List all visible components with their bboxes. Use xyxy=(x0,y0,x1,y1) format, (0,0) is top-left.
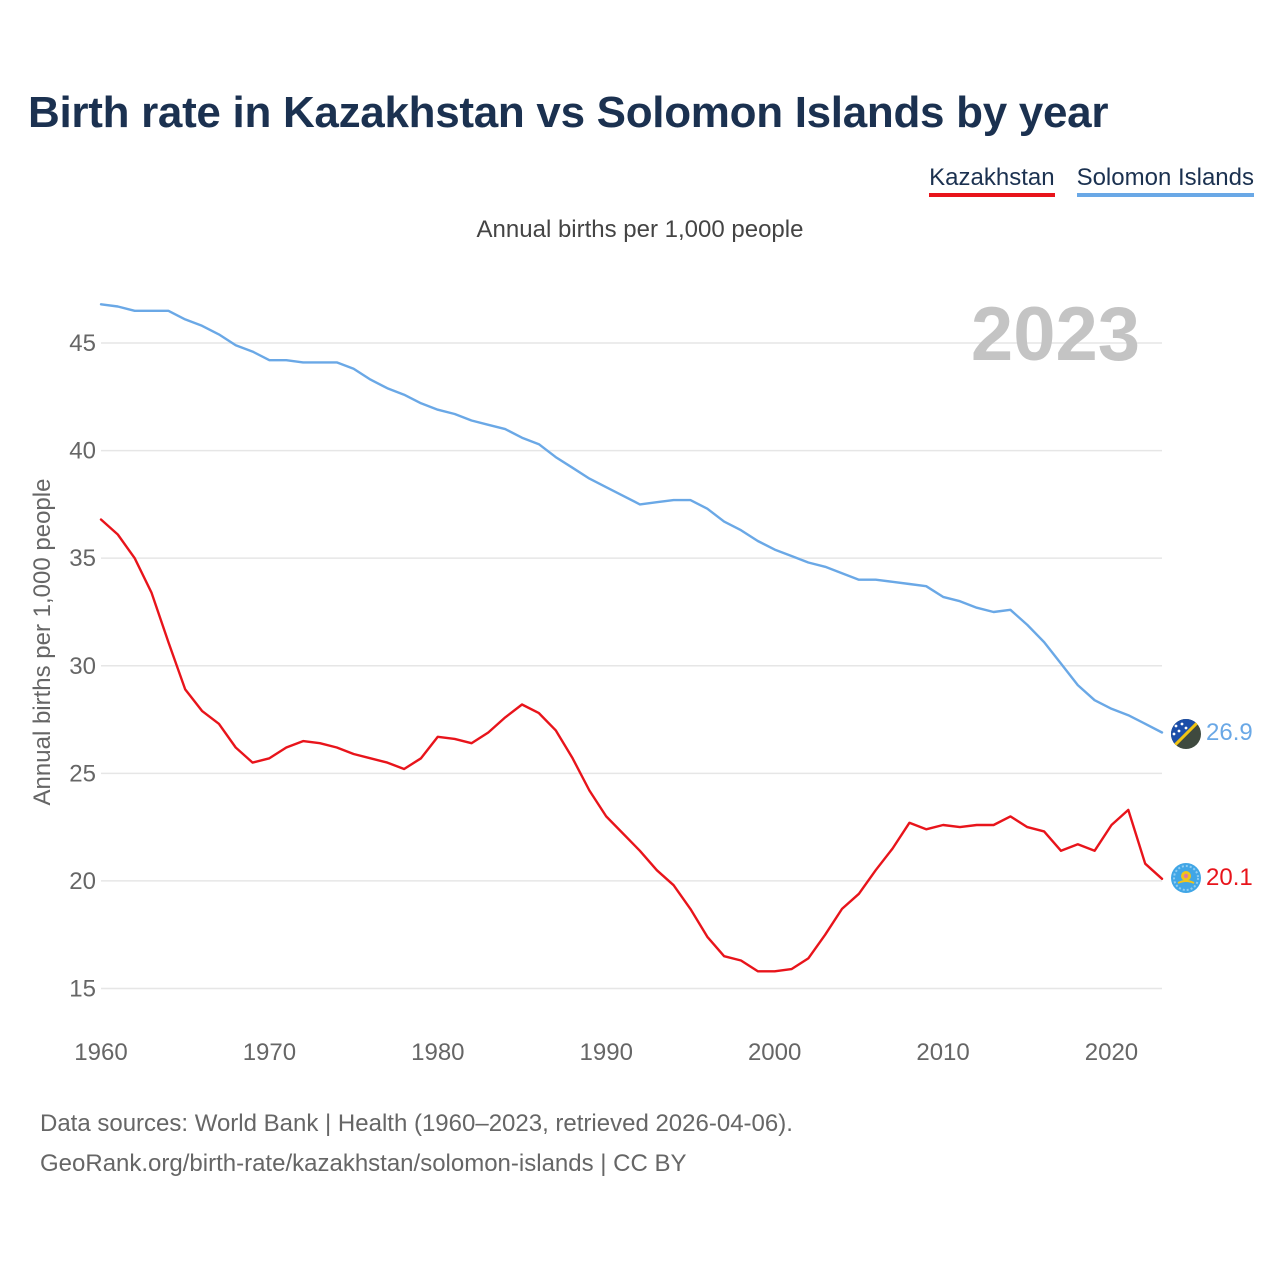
end-value-label-solomon-islands: 26.9 xyxy=(1206,719,1253,746)
series-lines xyxy=(99,303,1164,973)
legend-item-kazakhstan[interactable]: Kazakhstan xyxy=(929,164,1055,197)
kazakhstan-flag-icon xyxy=(1171,863,1201,893)
x-tick-label-1990: 1990 xyxy=(580,1039,633,1066)
y-tick-label-25: 25 xyxy=(69,760,96,787)
series-line-kazakhstan xyxy=(99,518,1164,973)
footer-link[interactable]: GeoRank.org/birth-rate/kazakhstan/solomo… xyxy=(40,1150,687,1177)
y-tick-label-45: 45 xyxy=(69,330,96,357)
y-axis: 15 20 25 30 35 40 45 xyxy=(69,330,96,1002)
y-tick-label-20: 20 xyxy=(69,868,96,895)
y-tick-label-35: 35 xyxy=(69,545,96,572)
footer-sources: Data sources: World Bank | Health (1960–… xyxy=(40,1110,793,1137)
x-tick-label-2010: 2010 xyxy=(916,1039,969,1066)
x-tick-label-1980: 1980 xyxy=(411,1039,464,1066)
legend-item-solomon-islands[interactable]: Solomon Islands xyxy=(1076,164,1254,197)
x-tick-label-1970: 1970 xyxy=(243,1039,296,1066)
chart-title: Birth rate in Kazakhstan vs Solomon Isla… xyxy=(28,88,1109,137)
year-watermark: 2023 xyxy=(971,292,1140,377)
end-value-label-kazakhstan: 20.1 xyxy=(1206,864,1253,891)
x-axis: 1960 1970 1980 1990 2000 2010 2020 xyxy=(74,1039,1138,1066)
chart-subtitle: Annual births per 1,000 people xyxy=(476,216,804,243)
grid-lines xyxy=(101,342,1162,990)
y-axis-label: Annual births per 1,000 people xyxy=(29,479,56,806)
x-tick-label-2020: 2020 xyxy=(1085,1039,1138,1066)
solomon-islands-flag-icon xyxy=(1171,719,1201,749)
y-tick-label-30: 30 xyxy=(69,653,96,680)
y-tick-label-15: 15 xyxy=(69,975,96,1002)
x-tick-label-1960: 1960 xyxy=(74,1039,127,1066)
series-line-solomon-islands xyxy=(99,303,1164,734)
legend: Kazakhstan Solomon Islands xyxy=(929,164,1254,197)
x-tick-label-2000: 2000 xyxy=(748,1039,801,1066)
y-tick-label-40: 40 xyxy=(69,438,96,465)
footer: Data sources: World Bank | Health (1960–… xyxy=(40,1104,793,1184)
